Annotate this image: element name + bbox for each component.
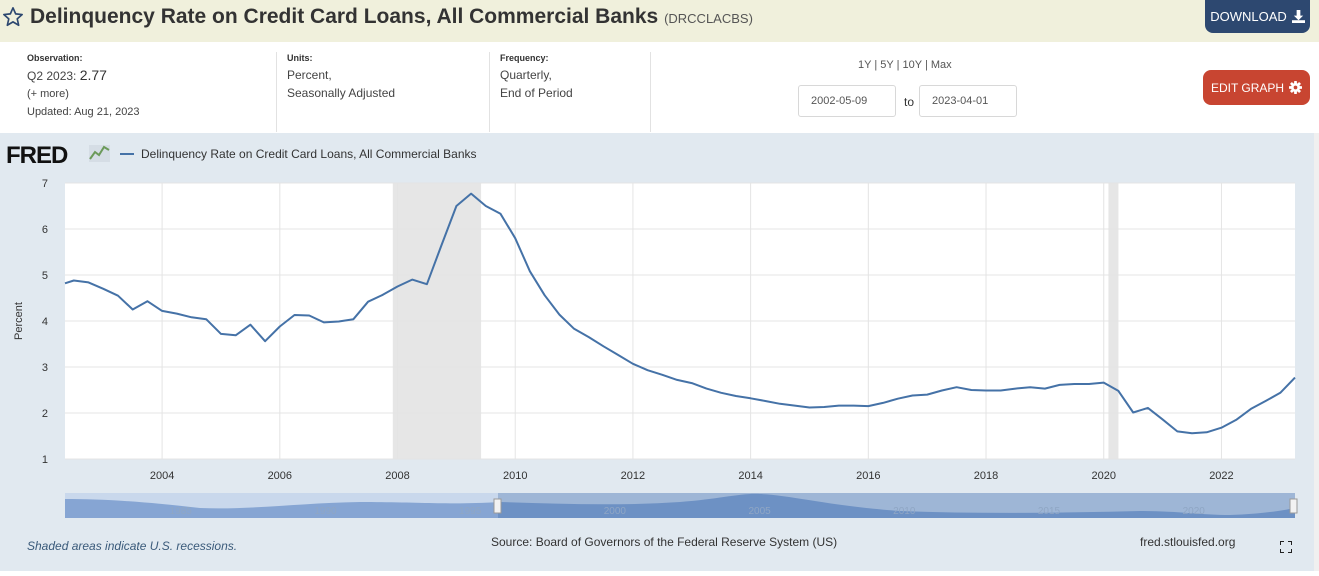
navigator-year-label: 2000 (604, 506, 627, 517)
navigator-year-label: 2015 (1038, 506, 1061, 517)
y-axis-ticks: 1 2 3 4 5 6 7 (42, 178, 48, 466)
navigator-year-label: 1995 (459, 506, 482, 517)
x-tick-label: 2014 (738, 470, 762, 482)
y-tick-label: 2 (42, 408, 48, 420)
star-outline-icon[interactable] (2, 6, 24, 28)
units-label: Units: (287, 53, 313, 63)
page-title: Delinquency Rate on Credit Card Loans, A… (30, 5, 753, 29)
x-tick-label: 2022 (1209, 470, 1233, 482)
fred-logo-text: FRED (6, 142, 68, 169)
range-separator: | (924, 59, 928, 71)
download-icon (1291, 10, 1305, 23)
observation-block: Observation: Q2 2023: 2.77 (+ more) Upda… (27, 52, 140, 121)
y-tick-label: 4 (42, 316, 48, 328)
range-separator: | (896, 59, 900, 71)
y-tick-label: 6 (42, 224, 48, 236)
navigator-selection (498, 493, 1295, 518)
line-chart[interactable]: FRED Delinquency Rate on Credit Card Loa… (0, 133, 1314, 571)
y-tick-label: 3 (42, 362, 48, 374)
x-tick-label: 2018 (974, 470, 998, 482)
observation-value: 2.77 (79, 67, 107, 83)
gear-icon (1289, 81, 1303, 94)
divider (489, 52, 490, 132)
frequency-line1: Quarterly, (500, 68, 552, 82)
y-axis-label: Percent (13, 302, 25, 340)
range-navigator[interactable]: 1985 1990 1995 2000 2005 2010 2015 2020 (65, 493, 1298, 518)
updated-date: Updated: Aug 21, 2023 (27, 106, 140, 118)
download-label: DOWNLOAD (1210, 9, 1287, 24)
x-tick-label: 2016 (856, 470, 880, 482)
start-date-input[interactable]: 2002-05-09 (798, 85, 896, 117)
x-tick-label: 2008 (385, 470, 409, 482)
edit-graph-label: EDIT GRAPH (1210, 80, 1285, 95)
x-tick-label: 2020 (1091, 470, 1115, 482)
range-10y[interactable]: 10Y (902, 59, 922, 71)
x-tick-label: 2012 (621, 470, 645, 482)
to-label: to (904, 95, 915, 109)
y-tick-label: 7 (42, 178, 48, 190)
navigator-year-label: 2020 (1183, 506, 1206, 517)
series-metadata: Observation: Q2 2023: 2.77 (+ more) Upda… (0, 42, 1319, 134)
navigator-area (65, 493, 1295, 518)
end-date-input[interactable]: 2023-04-01 (919, 85, 1017, 117)
legend-label: Delinquency Rate on Credit Card Loans, A… (141, 147, 477, 161)
x-tick-label: 2010 (503, 470, 527, 482)
y-tick-label: 1 (42, 454, 48, 466)
page-scrollbar[interactable] (1314, 133, 1319, 571)
range-separator: | (874, 59, 878, 71)
divider (650, 52, 651, 132)
navigator-year-label: 1990 (314, 506, 337, 517)
fullscreen-icon[interactable] (1280, 541, 1292, 553)
navigator-labels: 1985 1990 1995 2000 2005 2010 2015 2020 (170, 506, 1206, 517)
observation-row: Q2 2023: 2.77 (27, 66, 140, 85)
divider (276, 52, 277, 132)
navigator-handle-right[interactable] (1289, 498, 1298, 514)
edit-graph-button[interactable]: EDIT GRAPH (1203, 70, 1310, 105)
x-tick-label: 2006 (268, 470, 292, 482)
observation-label: Observation: (27, 53, 83, 63)
source-text: Source: Board of Governors of the Federa… (491, 535, 838, 549)
series-title: Delinquency Rate on Credit Card Loans, A… (30, 5, 659, 28)
download-button[interactable]: DOWNLOAD (1205, 0, 1310, 33)
navigator-year-label: 2005 (748, 506, 771, 517)
fred-logo: FRED (6, 142, 110, 169)
x-tick-label: 2004 (150, 470, 174, 482)
series-line (64, 192, 1296, 435)
units-line2: Seasonally Adjusted (287, 86, 396, 100)
observation-period: Q2 2023: (27, 69, 77, 83)
series-id: (DRCCLACBS) (664, 11, 753, 26)
more-link[interactable]: (+ more) (27, 88, 69, 100)
gridlines (65, 182, 1295, 460)
range-5y[interactable]: 5Y (880, 59, 894, 71)
units-line1: Percent, (287, 68, 332, 82)
graph-panel: FRED Delinquency Rate on Credit Card Loa… (0, 133, 1314, 571)
range-1y[interactable]: 1Y (858, 59, 872, 71)
navigator-year-label: 2010 (893, 506, 916, 517)
x-axis-ticks: 2004 2006 2008 2010 2012 2014 2016 2018 2020 2022 (150, 470, 1234, 482)
frequency-block: Frequency: Quarterly, End of Period (500, 52, 573, 102)
title-bar: Delinquency Rate on Credit Card Loans, A… (0, 0, 1319, 42)
range-selector: 1Y | 5Y | 10Y | Max (858, 59, 952, 71)
frequency-label: Frequency: (500, 53, 549, 63)
frequency-line2: End of Period (500, 86, 573, 100)
navigator-handle-left[interactable] (493, 498, 502, 514)
recession-note: Shaded areas indicate U.S. recessions. (27, 539, 238, 553)
fred-logo-mark (89, 145, 110, 162)
units-block: Units: Percent, Seasonally Adjusted (287, 52, 395, 102)
y-tick-label: 5 (42, 270, 48, 282)
range-max[interactable]: Max (930, 59, 952, 71)
navigator-year-label: 1985 (170, 506, 193, 517)
site-link[interactable]: fred.stlouisfed.org (1140, 535, 1236, 549)
